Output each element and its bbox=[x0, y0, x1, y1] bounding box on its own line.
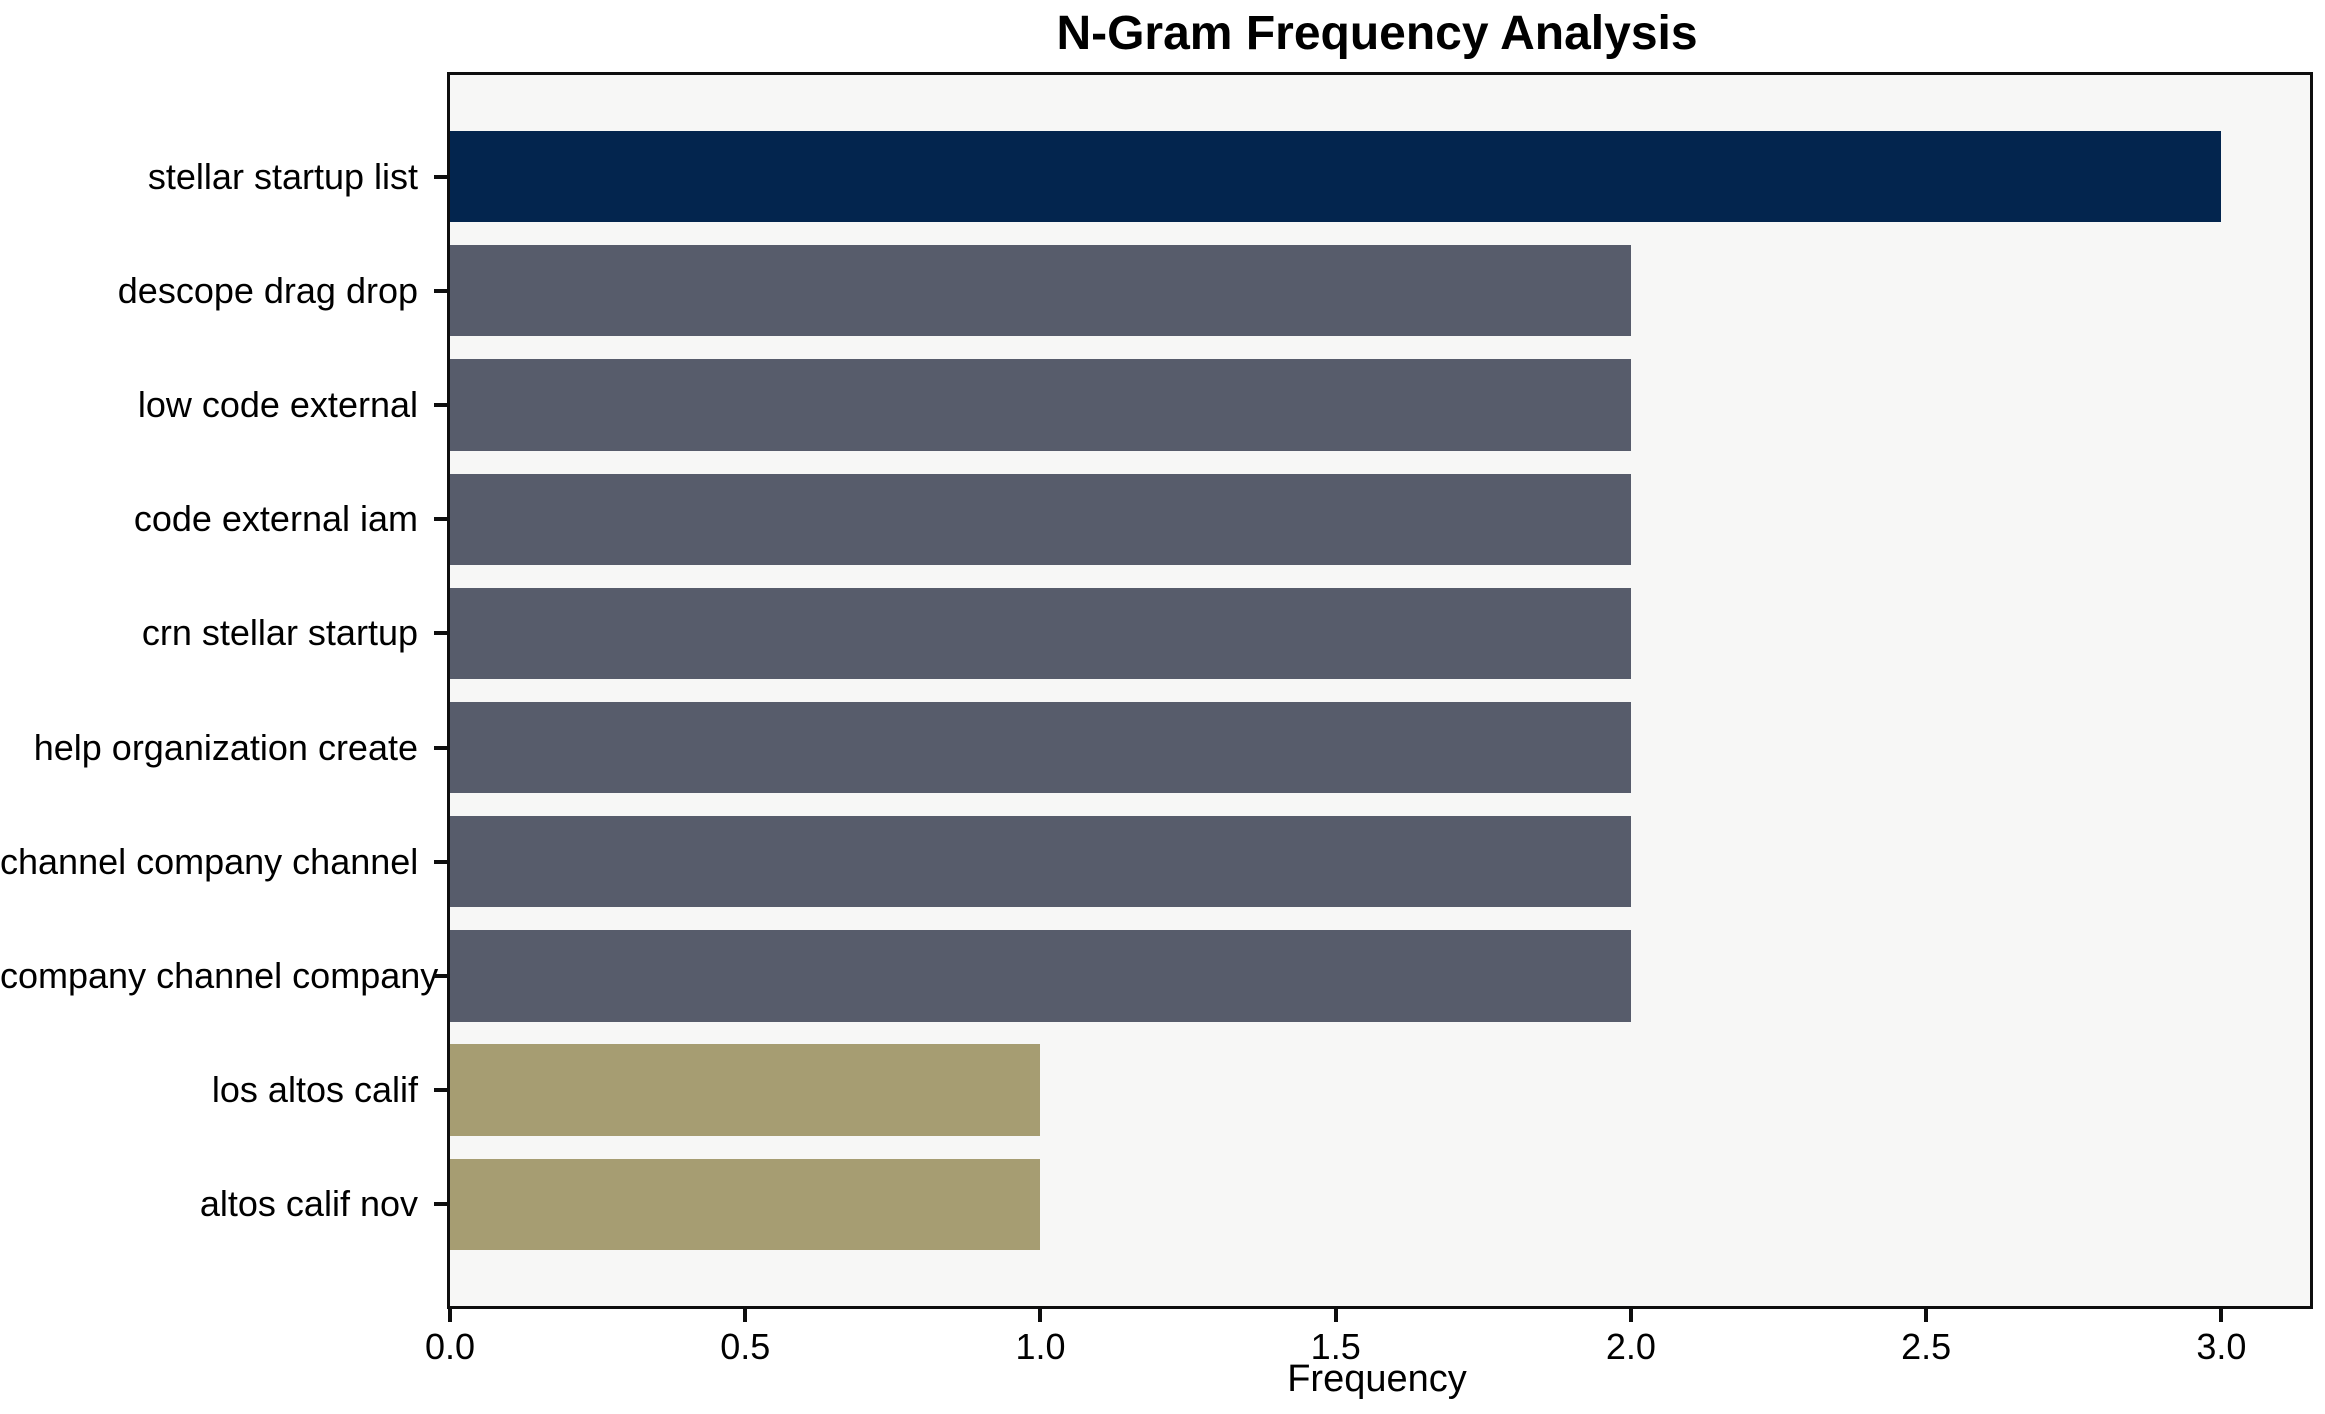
x-tick-label-3.0: 3.0 bbox=[2196, 1326, 2247, 1367]
bar-stellar-startup-list bbox=[450, 130, 2222, 223]
bar-channel-company-channel bbox=[450, 816, 1631, 908]
y-tick-mark bbox=[434, 174, 447, 179]
y-tick-label-stellar-startup-list: stellar startup list bbox=[147, 155, 418, 197]
x-tick-mark bbox=[1038, 1309, 1043, 1322]
x-tick-mark bbox=[1924, 1309, 1929, 1322]
x-tick-label-1.0: 1.0 bbox=[1015, 1326, 1066, 1367]
y-tick-label-company-channel-company: company channel company bbox=[0, 954, 439, 996]
y-tick-mark bbox=[434, 631, 447, 636]
y-tick-label-help-organization-create: help organization create bbox=[33, 726, 418, 768]
y-tick-label-altos-calif-nov: altos calif nov bbox=[199, 1183, 418, 1225]
bar-descope-drag-drop bbox=[450, 245, 1631, 337]
bar-los-altos-calif bbox=[450, 1044, 1041, 1136]
y-tick-mark bbox=[434, 403, 447, 408]
y-tick-mark bbox=[434, 517, 447, 522]
x-tick-label-2.5: 2.5 bbox=[1901, 1326, 1952, 1367]
bar-altos-calif-nov bbox=[450, 1158, 1041, 1251]
bar-code-external-iam bbox=[450, 473, 1631, 565]
x-tick-label-0.5: 0.5 bbox=[720, 1326, 771, 1367]
x-tick-label-1.5: 1.5 bbox=[1310, 1326, 1361, 1367]
x-tick-mark bbox=[743, 1309, 748, 1322]
y-tick-label-channel-company-channel: channel company channel bbox=[0, 840, 419, 882]
y-tick-mark bbox=[434, 745, 447, 750]
y-tick-mark bbox=[434, 1088, 447, 1093]
x-tick-mark bbox=[2219, 1309, 2224, 1322]
bar-help-organization-create bbox=[450, 701, 1631, 794]
chart-title: N-Gram Frequency Analysis bbox=[1056, 7, 1698, 60]
y-tick-mark bbox=[434, 859, 447, 864]
bar-company-channel-company bbox=[450, 930, 1631, 1022]
y-tick-mark bbox=[434, 1202, 447, 1207]
bar-crn-stellar-startup bbox=[450, 587, 1631, 680]
bar-low-code-external bbox=[450, 359, 1631, 451]
plot-area bbox=[447, 72, 2313, 1309]
x-tick-mark bbox=[1333, 1309, 1338, 1322]
y-tick-label-crn-stellar-startup: crn stellar startup bbox=[141, 612, 418, 654]
y-tick-label-los-altos-calif: los altos calif bbox=[211, 1069, 418, 1111]
y-tick-label-code-external-iam: code external iam bbox=[133, 498, 418, 540]
y-tick-label-descope-drag-drop: descope drag drop bbox=[117, 269, 418, 311]
x-axis-label: Frequency bbox=[1287, 1358, 1467, 1400]
y-tick-mark bbox=[434, 973, 447, 978]
x-tick-label-2.0: 2.0 bbox=[1605, 1326, 1656, 1367]
y-tick-mark bbox=[434, 288, 447, 293]
x-tick-mark bbox=[1628, 1309, 1633, 1322]
y-tick-label-low-code-external: low code external bbox=[137, 384, 418, 426]
x-tick-label-0.0: 0.0 bbox=[424, 1326, 476, 1367]
x-tick-mark bbox=[448, 1309, 452, 1322]
